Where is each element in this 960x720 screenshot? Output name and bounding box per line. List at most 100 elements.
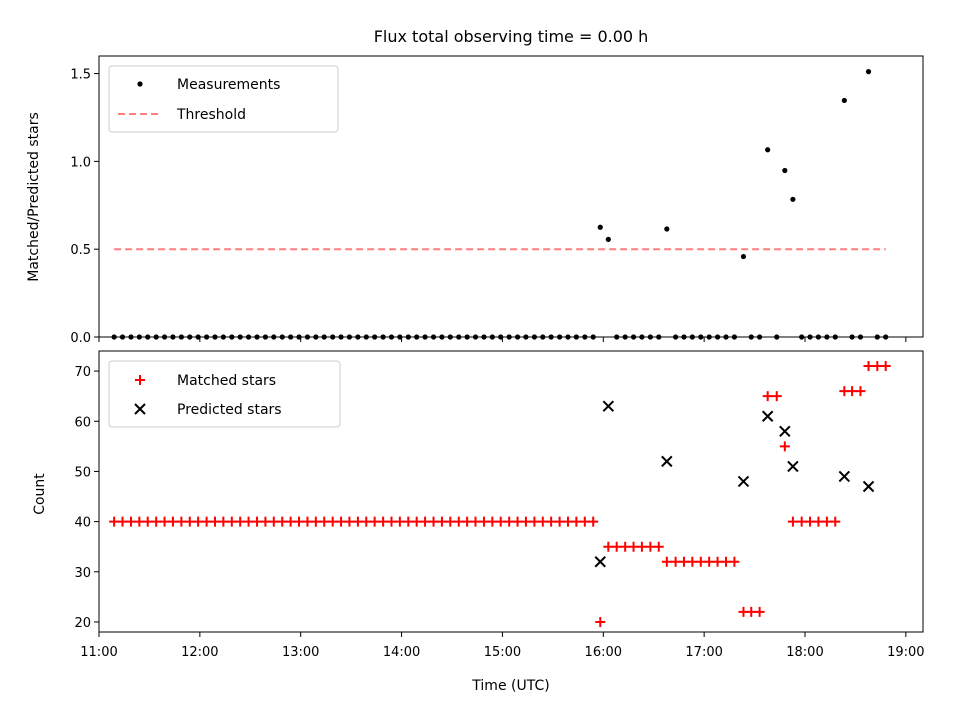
x-tick-label: 13:00 <box>282 645 319 660</box>
y-tick-label: 30 <box>74 566 91 581</box>
predicted-star-marker <box>737 475 750 488</box>
matched-star-marker <box>277 516 288 527</box>
matched-star-marker <box>620 541 631 552</box>
measurement-point <box>330 334 336 340</box>
matched-star-marker <box>787 516 798 527</box>
matched-star-marker <box>512 516 523 527</box>
predicted-stars-markers <box>594 400 875 568</box>
matched-star-marker <box>611 541 622 552</box>
measurement-point <box>161 334 168 340</box>
x-tick-label: 12:00 <box>181 645 218 660</box>
measurement-point <box>153 334 159 340</box>
measurement-point <box>865 69 872 75</box>
measurement-point <box>355 334 361 340</box>
matched-legend-marker <box>135 375 145 385</box>
matched-star-marker <box>142 516 153 527</box>
measurement-point <box>799 334 805 340</box>
x-tick-label: 19:00 <box>887 645 924 660</box>
measurement-point <box>145 334 151 340</box>
matched-star-marker <box>628 541 639 552</box>
predicted-star-marker <box>594 556 606 568</box>
matched-star-marker <box>847 386 858 397</box>
measurement-point <box>388 334 395 340</box>
matched-star-marker <box>504 516 515 527</box>
matched-star-marker <box>293 516 304 527</box>
matched-star-marker <box>571 516 582 527</box>
matched-star-marker <box>470 516 481 527</box>
matched-star-marker <box>260 516 271 527</box>
matched-star-marker <box>495 516 506 527</box>
matched-star-marker <box>645 541 656 552</box>
measurement-point <box>874 334 880 340</box>
measurement-point <box>321 334 327 340</box>
matched-star-marker <box>176 516 187 527</box>
measurement-point <box>136 334 142 340</box>
measurement-point <box>346 334 353 340</box>
measurement-point <box>832 334 838 340</box>
matched-star-marker <box>428 516 439 527</box>
measurement-point <box>614 334 620 340</box>
measurement-point <box>582 334 588 340</box>
matched-star-marker <box>554 516 565 527</box>
matched-star-marker <box>403 516 414 527</box>
measurement-point <box>573 334 579 340</box>
matched-star-marker <box>252 516 263 527</box>
measurement-point <box>790 196 796 202</box>
y-tick-label: 0.5 <box>70 243 91 258</box>
bottom-legend-box <box>108 360 341 428</box>
measurement-point <box>245 334 252 340</box>
measurement-point <box>748 334 754 340</box>
measurement-point <box>338 334 344 340</box>
matched-star-marker <box>863 361 874 372</box>
measurement-point <box>689 334 695 340</box>
matched-star-marker <box>796 516 807 527</box>
matched-star-marker <box>302 516 313 527</box>
matched-star-marker <box>830 516 841 527</box>
measurement-point <box>557 334 563 340</box>
threshold-legend-label: Threshold <box>176 107 246 123</box>
y-tick-label: 1.0 <box>70 155 91 170</box>
measurement-point <box>237 334 243 340</box>
measurement-point <box>548 334 554 340</box>
matched-star-marker <box>661 556 672 567</box>
matched-star-marker <box>462 516 473 527</box>
bottom-panel: 20 30 40 50 60 70 11:00 12:00 13:00 14:00 15:00 16… <box>32 350 925 694</box>
measurement-point <box>506 334 512 340</box>
chart-title: Flux total observing time = 0.00 h <box>374 27 649 46</box>
measurement-point <box>414 334 420 340</box>
predicted-star-marker <box>602 400 615 412</box>
matched-star-marker <box>579 516 590 527</box>
measurement-point <box>590 334 596 340</box>
measurement-point <box>405 334 411 340</box>
matched-star-marker <box>670 556 681 567</box>
y-tick-label: 1.5 <box>70 68 91 83</box>
predicted-star-marker <box>661 455 673 468</box>
bottom-y-axis-label: Count <box>32 473 48 515</box>
y-tick-label: 70 <box>74 365 91 380</box>
matched-star-marker <box>411 516 422 527</box>
measurement-point <box>271 334 277 340</box>
matched-star-marker <box>762 391 773 402</box>
x-tick-label: 14:00 <box>383 645 420 660</box>
matched-star-marker <box>520 516 531 527</box>
matched-star-marker <box>386 516 397 527</box>
predicted-legend-marker <box>134 403 146 415</box>
measurement-point <box>740 253 747 260</box>
matched-star-marker <box>369 516 380 527</box>
matched-stars-markers <box>109 361 891 627</box>
bottom-plot-frame <box>98 350 924 633</box>
bottom-x-ticks: 11:00 12:00 13:00 14:00 15:00 16:00 17:00 18:00… <box>80 632 925 660</box>
matched-star-marker <box>754 606 765 617</box>
matched-star-marker <box>813 516 824 527</box>
y-tick-label: 0.0 <box>70 331 91 346</box>
matched-star-marker <box>445 516 456 527</box>
measurement-point <box>807 334 813 340</box>
measurement-point <box>456 334 462 340</box>
measurement-point <box>664 226 670 232</box>
matched-star-marker <box>872 361 883 372</box>
matched-star-marker <box>319 516 330 527</box>
measurement-point <box>262 334 269 340</box>
matched-star-marker <box>226 516 237 527</box>
top-legend-box <box>108 65 339 133</box>
